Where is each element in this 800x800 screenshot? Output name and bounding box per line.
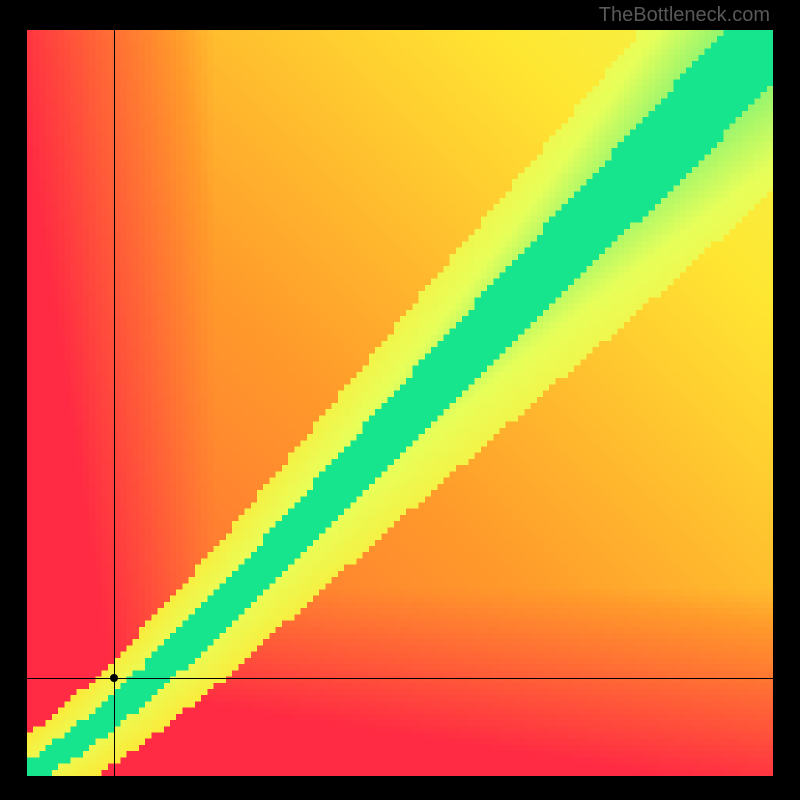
chart-container: TheBottleneck.com (0, 0, 800, 800)
crosshair-horizontal (27, 678, 773, 679)
heatmap-canvas (27, 30, 773, 776)
crosshair-marker (110, 674, 118, 682)
watermark-text: TheBottleneck.com (599, 4, 770, 27)
crosshair-vertical (114, 30, 115, 776)
heatmap-plot (27, 30, 773, 776)
